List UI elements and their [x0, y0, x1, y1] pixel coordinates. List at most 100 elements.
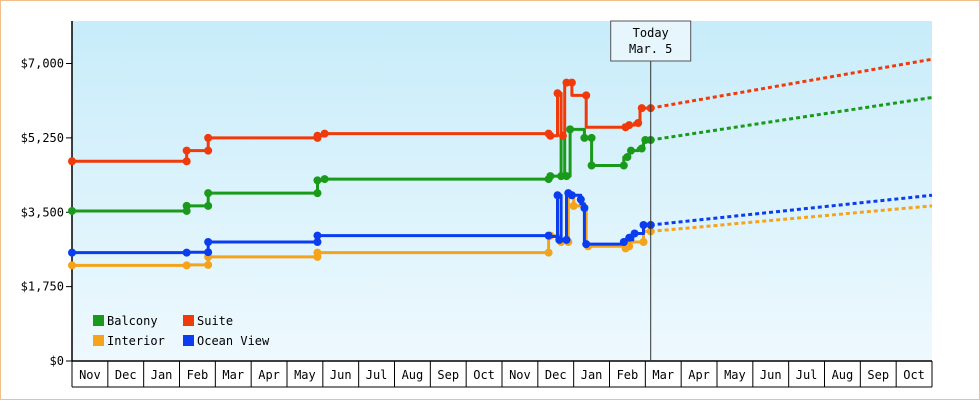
legend-swatch-interior — [93, 335, 104, 346]
y-tick-label: $1,750 — [21, 280, 64, 294]
y-tick-label: $5,250 — [21, 131, 64, 145]
x-tick-label: Oct — [903, 368, 925, 382]
today-label: Today — [633, 26, 669, 40]
data-point-balcony — [204, 189, 213, 198]
x-tick-label: Oct — [473, 368, 495, 382]
legend-label-ocean-view: Ocean View — [197, 334, 270, 348]
data-point-ocean-view — [204, 238, 213, 246]
series-balcony — [68, 96, 933, 215]
series-ocean-view — [68, 189, 933, 257]
data-point-ocean-view — [313, 238, 322, 246]
legend: Balcony Suite Interior Ocean View — [93, 314, 270, 348]
data-point-suite — [582, 91, 591, 100]
legend-label-suite: Suite — [197, 314, 233, 328]
data-point-balcony — [182, 201, 191, 210]
data-point-ocean-view — [553, 191, 562, 200]
x-tick-label: Nov — [79, 368, 101, 382]
data-point-balcony — [637, 144, 646, 153]
x-tick-label: Jul — [796, 368, 818, 382]
data-point-suite — [182, 146, 191, 155]
data-point-interior — [569, 201, 578, 210]
data-point-ocean-view — [639, 221, 648, 229]
y-tick-label: $0 — [50, 354, 64, 368]
x-tick-label: Sep — [867, 368, 889, 382]
data-point-suite — [553, 89, 562, 98]
data-point-balcony — [204, 201, 213, 210]
data-point-suite — [68, 157, 76, 166]
today-box — [610, 20, 692, 62]
x-tick-label: Mar — [222, 368, 244, 382]
today-marker: Today Mar. 5 — [610, 20, 692, 361]
data-point-ocean-view — [555, 235, 564, 244]
data-point-suite — [637, 104, 646, 113]
data-point-suite — [567, 78, 576, 87]
data-point-ocean-view — [313, 231, 322, 240]
x-tick-label: Apr — [258, 368, 280, 382]
x-tick-label: Aug — [832, 368, 854, 382]
x-tick-label: Jan — [581, 368, 603, 382]
today-date: Mar. 5 — [629, 42, 672, 56]
data-point-suite — [320, 129, 329, 138]
x-tick-label: Mar — [652, 368, 674, 382]
y-tick-label: $7,000 — [21, 57, 64, 71]
x-axis: Nov Dec Jan Feb Mar Apr May Jun Jul Aug Sep Oct Nov D… — [71, 360, 933, 388]
data-point-ocean-view — [562, 235, 571, 244]
y-axis: $0 $1,750 $3,500 $5,250 $7,000 — [21, 21, 73, 368]
data-point-balcony — [580, 133, 589, 142]
data-point-interior — [68, 261, 76, 270]
data-point-balcony — [68, 206, 76, 215]
data-point-balcony — [313, 176, 322, 185]
data-point-ocean-view — [68, 248, 76, 257]
legend-label-interior: Interior — [107, 334, 165, 348]
data-point-ocean-view — [625, 233, 634, 242]
data-point-balcony — [566, 125, 575, 134]
plot-area-background — [72, 21, 932, 361]
series-suite — [68, 57, 933, 166]
x-tick-label: Apr — [688, 368, 710, 382]
data-point-suite — [204, 146, 213, 155]
data-point-suite — [182, 157, 191, 166]
x-tick-label: Sep — [437, 368, 459, 382]
x-tick-label: Jun — [330, 368, 352, 382]
x-tick-label: Feb — [187, 368, 209, 382]
data-point-ocean-view — [204, 248, 213, 257]
data-point-balcony — [627, 146, 635, 155]
legend-swatch-ocean-view — [183, 335, 194, 346]
data-point-ocean-view — [576, 195, 585, 204]
data-point-interior — [639, 238, 648, 246]
projection-line-suite — [650, 57, 933, 110]
data-point-ocean-view — [580, 204, 589, 212]
data-point-interior — [204, 260, 213, 269]
data-point-interior — [182, 261, 191, 270]
x-tick-label: Jan — [151, 368, 173, 382]
data-point-suite — [546, 131, 555, 140]
data-point-ocean-view — [619, 238, 628, 246]
data-point-ocean-view — [182, 248, 191, 257]
x-tick-label: Aug — [402, 368, 424, 382]
data-point-interior — [544, 248, 553, 257]
data-point-balcony — [562, 172, 571, 181]
data-point-balcony — [623, 153, 632, 161]
data-point-suite — [313, 131, 322, 140]
x-tick-label: Dec — [545, 368, 567, 382]
data-point-balcony — [546, 172, 555, 181]
data-point-balcony — [587, 133, 596, 142]
x-tick-label: May — [294, 368, 316, 382]
data-point-balcony — [587, 161, 596, 170]
projection-line-ocean-view — [650, 193, 933, 227]
data-point-balcony — [619, 161, 628, 170]
data-point-balcony — [320, 175, 329, 184]
x-tick-label: Feb — [617, 368, 639, 382]
legend-swatch-balcony — [93, 315, 104, 326]
x-tick-label: May — [724, 368, 746, 382]
projection-line-interior — [650, 204, 933, 233]
x-tick-label: Nov — [509, 368, 531, 382]
data-point-suite — [204, 133, 213, 142]
data-point-balcony — [313, 189, 322, 198]
data-point-interior — [625, 242, 634, 251]
data-point-ocean-view — [582, 240, 591, 249]
data-point-interior — [313, 248, 322, 257]
x-tick-label: Dec — [115, 368, 137, 382]
